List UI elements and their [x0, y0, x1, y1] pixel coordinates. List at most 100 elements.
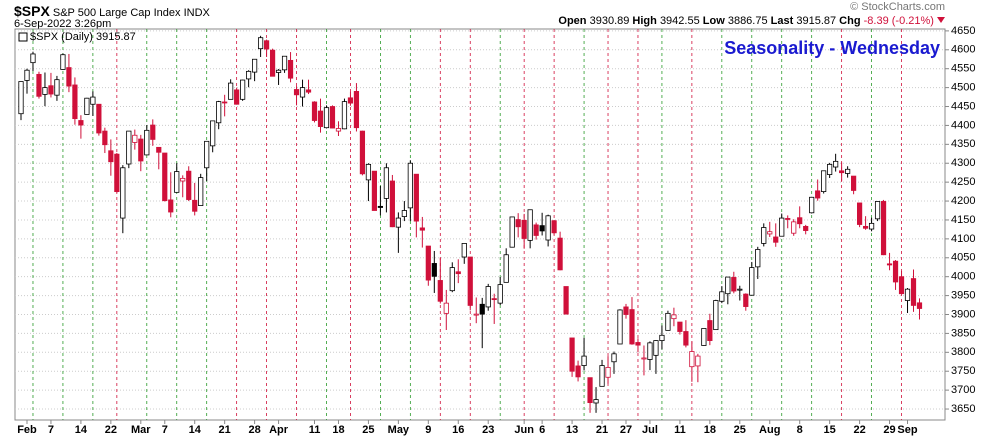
x-tick-label: Jul: [642, 424, 658, 436]
candle-body: [545, 215, 551, 241]
candle-body: [138, 138, 144, 162]
x-tick-label: 13: [566, 424, 578, 436]
candle-body: [497, 284, 503, 304]
candle-body: [42, 87, 48, 95]
candle-body: [641, 357, 647, 360]
candle-body: [234, 89, 240, 105]
x-tick-label: 7: [48, 424, 54, 436]
candle-body: [617, 309, 623, 345]
candle-body: [767, 231, 773, 235]
candle-body: [108, 150, 114, 163]
candle-body: [797, 217, 803, 225]
candle-body: [467, 256, 473, 306]
candle-body: [275, 69, 282, 73]
x-tick-label: 21: [596, 424, 608, 436]
candle-body: [311, 101, 318, 121]
candle-body: [593, 399, 599, 404]
candle-body: [551, 220, 557, 234]
y-tick-label: 4600: [951, 44, 975, 56]
candle-body: [84, 97, 90, 115]
candle-body: [132, 134, 138, 143]
candle-body: [90, 96, 96, 105]
candle-body: [281, 55, 288, 71]
symbol-name: S&P 500 Large Cap Index: [52, 7, 181, 19]
x-tick-label: 21: [219, 424, 231, 436]
y-tick-label: 4350: [951, 138, 975, 150]
x-tick-label: 11: [309, 424, 321, 436]
candle-body: [569, 337, 575, 372]
x-tick-label: 18: [332, 424, 344, 436]
candle-body: [845, 168, 851, 174]
y-tick-label: 3950: [951, 289, 975, 301]
quote-value: 3942.55: [659, 15, 700, 27]
exchange: INDX: [183, 7, 210, 19]
candle-body: [623, 306, 629, 315]
symbol: $SPX: [14, 3, 50, 19]
candle-body: [653, 340, 659, 356]
candle-body: [731, 277, 737, 292]
x-tick-label: 11: [674, 424, 686, 436]
candle-body: [563, 286, 569, 315]
candle-body: [629, 309, 635, 345]
candle-body: [910, 278, 917, 306]
y-tick-label: 4550: [951, 63, 975, 75]
candle-body: [257, 37, 264, 50]
candle-body: [425, 245, 431, 281]
candle-body: [533, 224, 539, 236]
x-tick-label: 7: [162, 424, 168, 436]
candle-body: [791, 221, 797, 234]
x-tick-label: Feb: [17, 424, 37, 436]
candle-body: [174, 171, 180, 193]
candle-body: [407, 162, 413, 209]
candle-body: [833, 160, 839, 168]
candle-body: [449, 267, 455, 292]
candle-body: [773, 236, 779, 243]
candle-body: [749, 267, 755, 296]
candle-body: [54, 79, 60, 96]
candle-body: [365, 163, 372, 181]
candle-body: [240, 79, 246, 100]
y-tick-label: 4050: [951, 252, 975, 264]
candle-body: [413, 173, 419, 222]
candle-body: [96, 103, 102, 134]
candle-body: [437, 280, 443, 302]
x-tick-label: 9: [425, 424, 431, 436]
candle-body: [779, 217, 785, 237]
candle-body: [60, 54, 66, 70]
candle-body: [785, 218, 791, 220]
candle-body: [48, 85, 54, 95]
candle-body: [377, 205, 384, 208]
candle-body: [898, 276, 905, 295]
candle-body: [701, 328, 707, 346]
candle-body: [299, 87, 306, 98]
candle-body: [341, 101, 348, 130]
candle-body: [868, 222, 875, 230]
candle-body: [383, 167, 389, 199]
x-tick-label: 14: [75, 424, 88, 436]
y-tick-label: 4500: [951, 82, 975, 94]
candle-body: [599, 365, 605, 387]
candle-body: [317, 110, 324, 127]
y-tick-label: 4450: [951, 100, 975, 112]
candle-body: [228, 82, 234, 100]
candle-body: [581, 355, 587, 366]
candle-body: [461, 243, 467, 258]
quote-label: Chg: [839, 15, 861, 27]
candle-body: [916, 302, 923, 309]
y-tick-label: 4000: [951, 271, 975, 283]
candle-body: [880, 201, 887, 256]
copyright: © StockCharts.com: [850, 1, 945, 13]
y-tick-label: 3850: [951, 327, 975, 339]
quote-label: Low: [702, 15, 725, 27]
quote-value: -8.39 (-0.21%): [863, 15, 934, 27]
candle-body: [443, 302, 449, 314]
candle-body: [263, 40, 270, 50]
quote-label: High: [632, 15, 657, 27]
candle-body: [323, 107, 330, 129]
candle-body: [18, 81, 24, 115]
candle-body: [371, 170, 378, 211]
candle-body: [287, 59, 294, 79]
candle-body: [886, 263, 893, 266]
candle-body: [491, 298, 497, 301]
